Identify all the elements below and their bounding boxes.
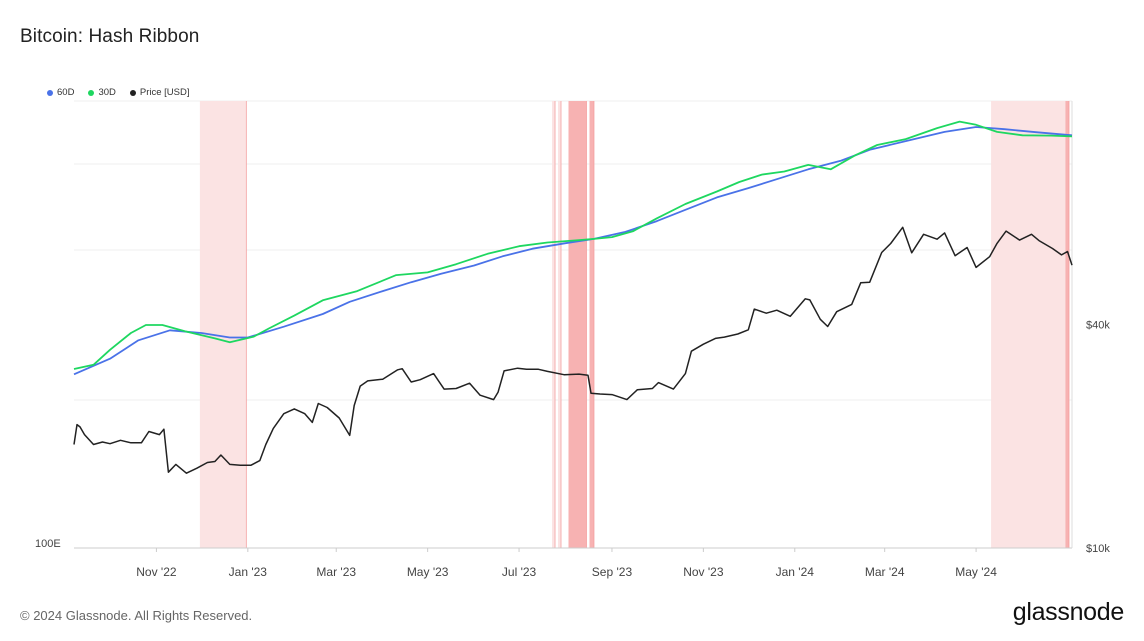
legend: 60D 30D Price [USD] — [47, 87, 190, 98]
capitulation-band-3 — [568, 101, 587, 548]
capitulation-band-6 — [1066, 101, 1070, 548]
x-tick-label-9: May '24 — [955, 565, 997, 579]
series-line-60d — [73, 126, 1073, 376]
right-tick-label-0: $10k — [1086, 543, 1110, 555]
legend-item-60d[interactable]: 60D — [47, 87, 74, 98]
legend-item-price[interactable]: Price [USD] — [129, 87, 190, 98]
right-tick-label-1: $40k — [1086, 320, 1110, 332]
capitulation-band-1 — [552, 101, 556, 548]
legend-dot-price — [129, 89, 136, 96]
x-tick-label-5: Sep '23 — [592, 565, 633, 579]
copyright-text: © 2024 Glassnode. All Rights Reserved. — [20, 608, 253, 623]
legend-item-30d[interactable]: 30D — [88, 87, 116, 98]
x-tick-label-8: Mar '24 — [865, 565, 905, 579]
x-tick-label-7: Jan '24 — [776, 565, 815, 579]
series-line-30d — [73, 120, 1073, 370]
legend-label-60d: 60D — [57, 87, 75, 98]
x-tick-label-0: Nov '22 — [136, 565, 177, 579]
chart-title: Bitcoin: Hash Ribbon — [20, 26, 200, 47]
capitulation-band-0 — [199, 101, 247, 548]
capitulation-band-5 — [991, 101, 1067, 548]
x-tick-label-4: Jul '23 — [502, 565, 537, 579]
x-tick-label-1: Jan '23 — [229, 565, 268, 579]
legend-label-30d: 30D — [98, 87, 116, 98]
legend-dot-30d — [88, 89, 95, 96]
capitulation-band-4 — [589, 101, 594, 548]
series-line-price — [73, 226, 1073, 474]
legend-label-price: Price [USD] — [139, 87, 190, 98]
x-tick-label-6: Nov '23 — [683, 565, 724, 579]
glassnode-logo[interactable]: glassnode — [1012, 598, 1125, 626]
capitulation-band-2 — [558, 101, 562, 548]
x-tick-label-2: Mar '23 — [316, 565, 356, 579]
x-tick-label-3: May '23 — [407, 565, 449, 579]
legend-dot-60d — [47, 89, 53, 96]
left-tick-label-0: 100E — [35, 538, 61, 550]
